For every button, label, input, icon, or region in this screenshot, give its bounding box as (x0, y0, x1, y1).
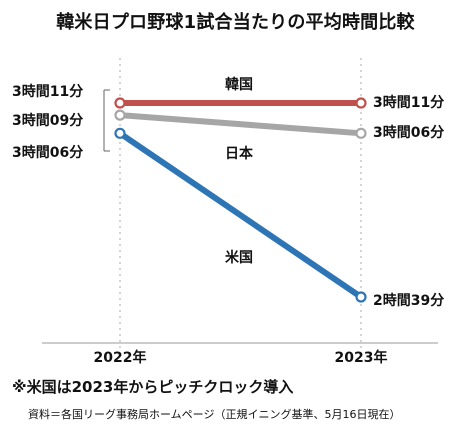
chart-source: 資料＝各国リーグ事務局ホームページ（正規イニング基準、5月16日現在） (28, 408, 401, 421)
data-point-0-1 (355, 97, 367, 109)
data-point-2-0 (114, 127, 126, 139)
chart-note: ※米国は2023年からピッチクロック導入 (12, 378, 294, 396)
x-tick-label-1: 2023年 (335, 349, 388, 366)
left-value-label-0: 3時間11分 (12, 83, 83, 100)
series-name-2: 米国 (225, 249, 253, 266)
data-point-2-1 (355, 291, 367, 303)
series-line-2 (117, 130, 364, 300)
series-name-1: 日本 (225, 145, 254, 162)
right-value-label-2: 2時間39分 (373, 292, 444, 309)
chart-title: 韓米日プロ野球1試合当たりの平均時間比較 (56, 12, 415, 33)
series-name-0: 韓国 (225, 76, 253, 93)
left-value-label-2: 3時間06分 (12, 144, 83, 161)
data-point-1-1 (355, 127, 367, 139)
data-point-1-0 (114, 109, 126, 121)
right-value-label-0: 3時間11分 (373, 94, 444, 111)
right-value-label-1: 3時間06分 (373, 124, 444, 141)
series-line-1 (117, 112, 364, 137)
x-tick-label-0: 2022年 (94, 349, 147, 366)
left-value-label-1: 3時間09分 (12, 112, 83, 129)
data-point-0-0 (114, 97, 126, 109)
